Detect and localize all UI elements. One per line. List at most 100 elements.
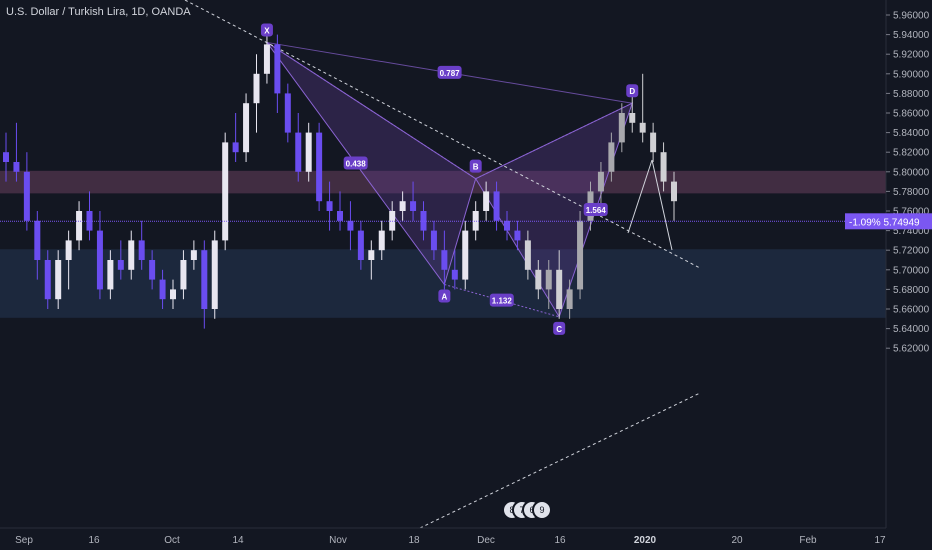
candle-body[interactable] xyxy=(305,132,312,172)
candle-body[interactable] xyxy=(410,201,417,211)
candle-body[interactable] xyxy=(107,260,114,290)
event-badges[interactable]: 8 7 6 9 xyxy=(502,500,552,520)
candle-body[interactable] xyxy=(316,132,323,202)
candle-body[interactable] xyxy=(76,211,83,241)
candle-body[interactable] xyxy=(263,44,270,74)
candle-body[interactable] xyxy=(420,211,427,231)
candle-body[interactable] xyxy=(462,230,469,280)
candle-body[interactable] xyxy=(493,191,500,221)
candle-body[interactable] xyxy=(23,171,30,221)
ratio-badge xyxy=(489,293,514,307)
pattern-point-label: A xyxy=(441,293,447,302)
candle-body[interactable] xyxy=(211,240,218,309)
candle-body[interactable] xyxy=(96,230,103,290)
candle-body[interactable] xyxy=(326,201,333,211)
candle-body[interactable] xyxy=(483,191,490,211)
candle-body[interactable] xyxy=(441,250,448,270)
candle-body[interactable] xyxy=(368,250,375,260)
y-tick-label: 5.70000 xyxy=(893,265,930,276)
candle-body[interactable] xyxy=(556,269,563,309)
candle-body[interactable] xyxy=(545,269,552,290)
y-tick-label: 5.76000 xyxy=(893,207,930,218)
candle-body[interactable] xyxy=(618,113,625,143)
candle-body[interactable] xyxy=(55,260,62,300)
pattern-point-badge xyxy=(438,289,451,303)
x-tick-label: 14 xyxy=(232,535,244,546)
candle-body[interactable] xyxy=(357,230,364,260)
candle-body[interactable] xyxy=(284,93,291,133)
resistance-trendline xyxy=(184,0,701,269)
candle-body[interactable] xyxy=(222,142,229,241)
ratio-badge xyxy=(437,65,462,79)
candle-body[interactable] xyxy=(671,181,677,202)
candle-body[interactable] xyxy=(660,152,667,182)
candle-body[interactable] xyxy=(514,230,521,241)
candle-body[interactable] xyxy=(597,171,604,192)
current-price-label: -1.09% 5.74949 xyxy=(849,217,920,228)
y-tick-label: 5.68000 xyxy=(893,285,930,296)
x-tick-label: 20 xyxy=(731,535,743,546)
candle-body[interactable] xyxy=(190,250,197,260)
ratio-label: 1.132 xyxy=(492,297,513,306)
pattern-bd-line xyxy=(475,102,633,180)
candle-body[interactable] xyxy=(535,269,542,290)
x-tick-label: 2020 xyxy=(634,535,657,546)
candle-body[interactable] xyxy=(639,122,646,133)
candle-body[interactable] xyxy=(566,289,573,309)
candle-body[interactable] xyxy=(159,279,166,300)
candle-body[interactable] xyxy=(274,44,281,94)
candle-body[interactable] xyxy=(524,240,531,270)
candle-body[interactable] xyxy=(337,211,343,221)
candle-body[interactable] xyxy=(472,211,479,231)
candle-body[interactable] xyxy=(378,230,385,251)
candle-body[interactable] xyxy=(608,142,615,172)
candle-body[interactable] xyxy=(295,132,302,172)
event-badge[interactable]: 9 xyxy=(532,500,552,520)
x-tick-label: 17 xyxy=(874,535,886,546)
y-tick-label: 5.82000 xyxy=(893,148,930,159)
candle-body[interactable] xyxy=(650,132,657,153)
candle-body[interactable] xyxy=(243,103,250,153)
ratio-badge xyxy=(343,156,368,170)
candle-body[interactable] xyxy=(65,240,72,260)
candle-body[interactable] xyxy=(138,240,145,260)
candle-body[interactable] xyxy=(44,260,51,300)
support-trendline xyxy=(419,392,701,529)
candle-body[interactable] xyxy=(399,201,406,211)
candle-body[interactable] xyxy=(451,269,458,280)
y-tick-label: 5.80000 xyxy=(893,167,930,178)
y-tick-label: 5.96000 xyxy=(893,11,930,22)
candle-body[interactable] xyxy=(117,260,124,270)
x-tick-label: Feb xyxy=(799,535,817,546)
pattern-xb-line xyxy=(266,42,476,180)
channel-line xyxy=(651,159,673,251)
candle-body[interactable] xyxy=(149,260,156,280)
candle-body[interactable] xyxy=(347,220,354,231)
candle-body[interactable] xyxy=(180,260,187,290)
pattern-point-badge xyxy=(626,84,639,98)
candle-body[interactable] xyxy=(170,289,176,300)
candle-body[interactable] xyxy=(253,73,260,104)
x-tick-label: Sep xyxy=(15,535,33,546)
y-tick-label: 5.90000 xyxy=(893,69,930,80)
candle-body[interactable] xyxy=(232,142,239,153)
x-tick-label: 18 xyxy=(408,535,420,546)
price-scale[interactable] xyxy=(886,0,932,550)
pattern-point-label: C xyxy=(556,325,562,334)
candle-body[interactable] xyxy=(128,240,135,270)
candle-body[interactable] xyxy=(577,220,584,290)
candle-body[interactable] xyxy=(3,152,9,162)
y-tick-label: 5.92000 xyxy=(893,50,930,61)
candle-body[interactable] xyxy=(34,220,41,260)
candle-body[interactable] xyxy=(13,162,20,172)
candle-body[interactable] xyxy=(201,250,208,309)
candle-body[interactable] xyxy=(504,220,510,231)
x-tick-label: Nov xyxy=(329,535,347,546)
current-price-badge xyxy=(845,213,932,230)
candle-body[interactable] xyxy=(86,211,93,231)
candle-body[interactable] xyxy=(430,230,437,251)
y-tick-label: 5.88000 xyxy=(893,89,930,100)
candle-body[interactable] xyxy=(629,113,636,123)
